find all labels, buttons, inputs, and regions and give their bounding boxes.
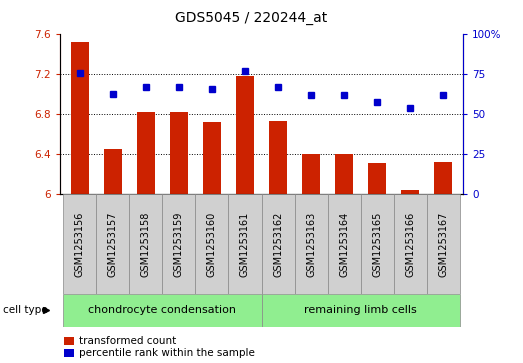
Bar [170,112,188,194]
Bar [64,337,74,345]
Text: remaining limb cells: remaining limb cells [304,305,417,315]
Bar [368,163,386,194]
Bar [335,154,353,194]
Bar [96,194,130,294]
Text: GSM1253166: GSM1253166 [405,212,415,277]
Text: percentile rank within the sample: percentile rank within the sample [79,348,255,358]
Bar [203,122,221,194]
Bar [229,194,262,294]
Text: GSM1253163: GSM1253163 [306,212,316,277]
Text: GSM1253161: GSM1253161 [240,212,250,277]
Bar [294,194,327,294]
Bar [64,349,74,357]
Bar [196,194,229,294]
Text: GSM1253162: GSM1253162 [273,211,283,277]
Bar [137,112,155,194]
Bar [63,294,262,327]
Bar [71,42,89,194]
Bar [104,149,122,194]
Text: GSM1253156: GSM1253156 [75,211,85,277]
Bar [163,194,196,294]
Text: GSM1253157: GSM1253157 [108,211,118,277]
Text: GSM1253160: GSM1253160 [207,212,217,277]
Bar [393,194,427,294]
Bar [130,194,163,294]
Bar [327,194,360,294]
Text: GSM1253158: GSM1253158 [141,211,151,277]
Bar [427,194,460,294]
Text: GSM1253167: GSM1253167 [438,211,448,277]
Bar [63,194,96,294]
Bar [434,162,452,194]
Text: cell type: cell type [3,305,47,315]
Bar [236,76,254,194]
Text: chondrocyte condensation: chondrocyte condensation [88,305,236,315]
Text: GDS5045 / 220244_at: GDS5045 / 220244_at [175,11,327,25]
Bar [262,294,460,327]
Bar [262,194,294,294]
Bar [401,190,419,194]
Text: GSM1253165: GSM1253165 [372,211,382,277]
Bar [360,194,393,294]
Text: transformed count: transformed count [79,336,177,346]
Bar [269,121,287,194]
Bar [302,154,320,194]
Text: GSM1253164: GSM1253164 [339,212,349,277]
Text: GSM1253159: GSM1253159 [174,211,184,277]
